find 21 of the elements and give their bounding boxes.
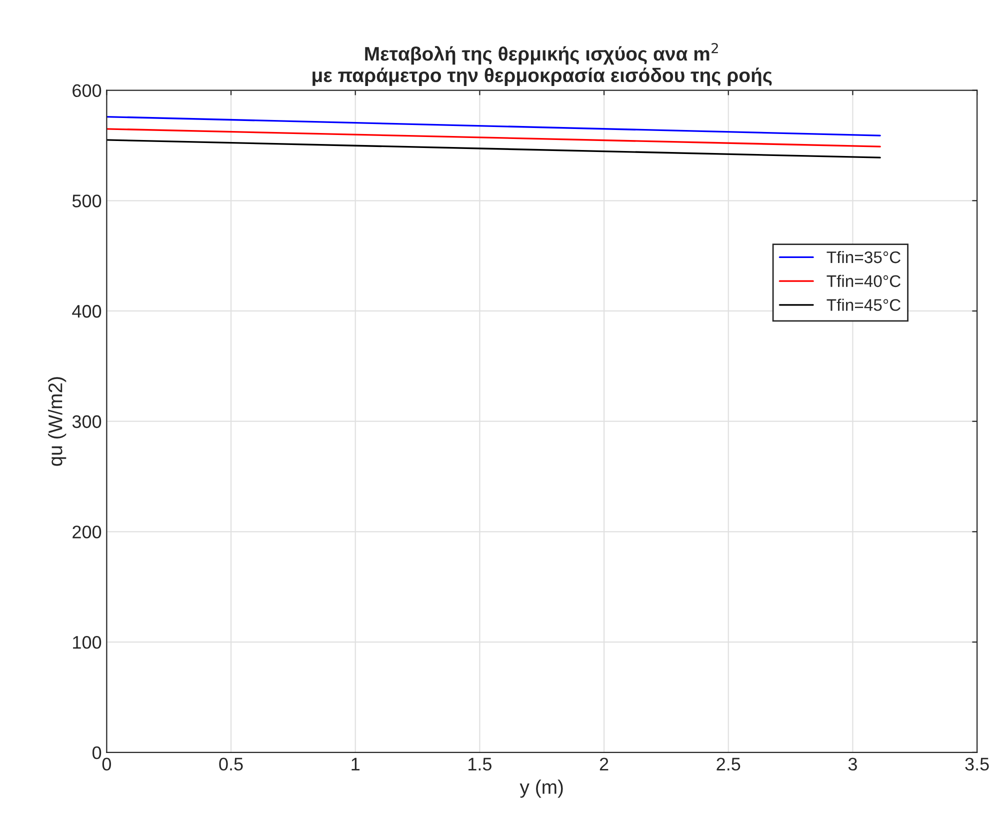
y-axis-title: qu (W/m2)	[48, 377, 66, 466]
x-tick-label: 0	[102, 758, 111, 771]
chart-title: Μεταβολή της θερμικής ισχύος ανα m$^{2}$ με παράμετρο την θερμοκρασία εισόδου της ροής	[312, 42, 772, 86]
y-tick-label: 500	[72, 194, 102, 208]
y-tick-label: 400	[72, 304, 102, 318]
y-tick-label: 0	[92, 746, 102, 760]
legend-label: Tfin=45°C	[826, 298, 900, 311]
x-tick-label: 1.5	[468, 758, 492, 771]
x-tick-label: 2	[600, 758, 608, 770]
x-tick-label: 3	[848, 758, 857, 771]
legend-label: Tfin=35°C	[826, 250, 900, 264]
x-tick-label: 1	[352, 758, 360, 770]
x-axis-title: y (m)	[520, 780, 563, 798]
y-tick-label: 600	[72, 84, 102, 98]
x-tick-label: 0.5	[219, 758, 243, 771]
x-tick-label: 2.5	[716, 758, 740, 771]
x-tick-label: 3.5	[965, 758, 989, 771]
y-tick-label: 300	[72, 415, 102, 428]
y-tick-label: 200	[72, 526, 102, 538]
legend-label: Tfin=40°C	[826, 274, 900, 288]
y-tick-label: 100	[73, 636, 102, 649]
